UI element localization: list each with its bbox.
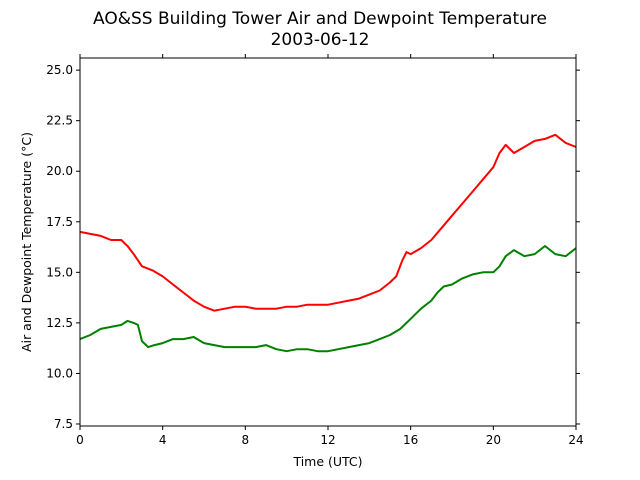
x-tick-label-4: 4 <box>159 433 167 447</box>
y-tick-label-12.5: 12.5 <box>46 316 73 330</box>
y-tick-label-7.5: 7.5 <box>54 417 73 431</box>
y-tick-label-25: 25.0 <box>46 63 73 77</box>
x-tick-label-8: 8 <box>242 433 250 447</box>
x-axis: 0 4 8 12 16 20 24 <box>76 54 584 447</box>
x-tick-label-16: 16 <box>403 433 418 447</box>
series-layer <box>79 133 577 353</box>
x-tick-label-12: 12 <box>320 433 335 447</box>
y-axis: 7.5 10.0 12.5 15.0 17.5 20.0 22.5 25.0 <box>46 63 580 431</box>
y-tick-label-10: 10.0 <box>46 366 73 380</box>
x-tick-label-0: 0 <box>76 433 84 447</box>
y-tick-label-17.5: 17.5 <box>46 215 73 229</box>
x-tick-label-24: 24 <box>568 433 583 447</box>
chart-title: AO&SS Building Tower Air and Dewpoint Te… <box>93 9 547 29</box>
y-tick-label-22.5: 22.5 <box>46 114 73 128</box>
y-axis-label: Air and Dewpoint Temperature (°C) <box>19 132 34 352</box>
x-tick-label-20: 20 <box>486 433 501 447</box>
y-tick-label-20: 20.0 <box>46 164 73 178</box>
plot-frame <box>79 57 577 427</box>
chart-subtitle: 2003-06-12 <box>271 30 370 50</box>
series-line-1 <box>79 245 577 353</box>
series-line-0 <box>79 133 577 312</box>
x-axis-label: Time (UTC) <box>292 454 362 469</box>
y-tick-label-15: 15.0 <box>46 265 73 279</box>
